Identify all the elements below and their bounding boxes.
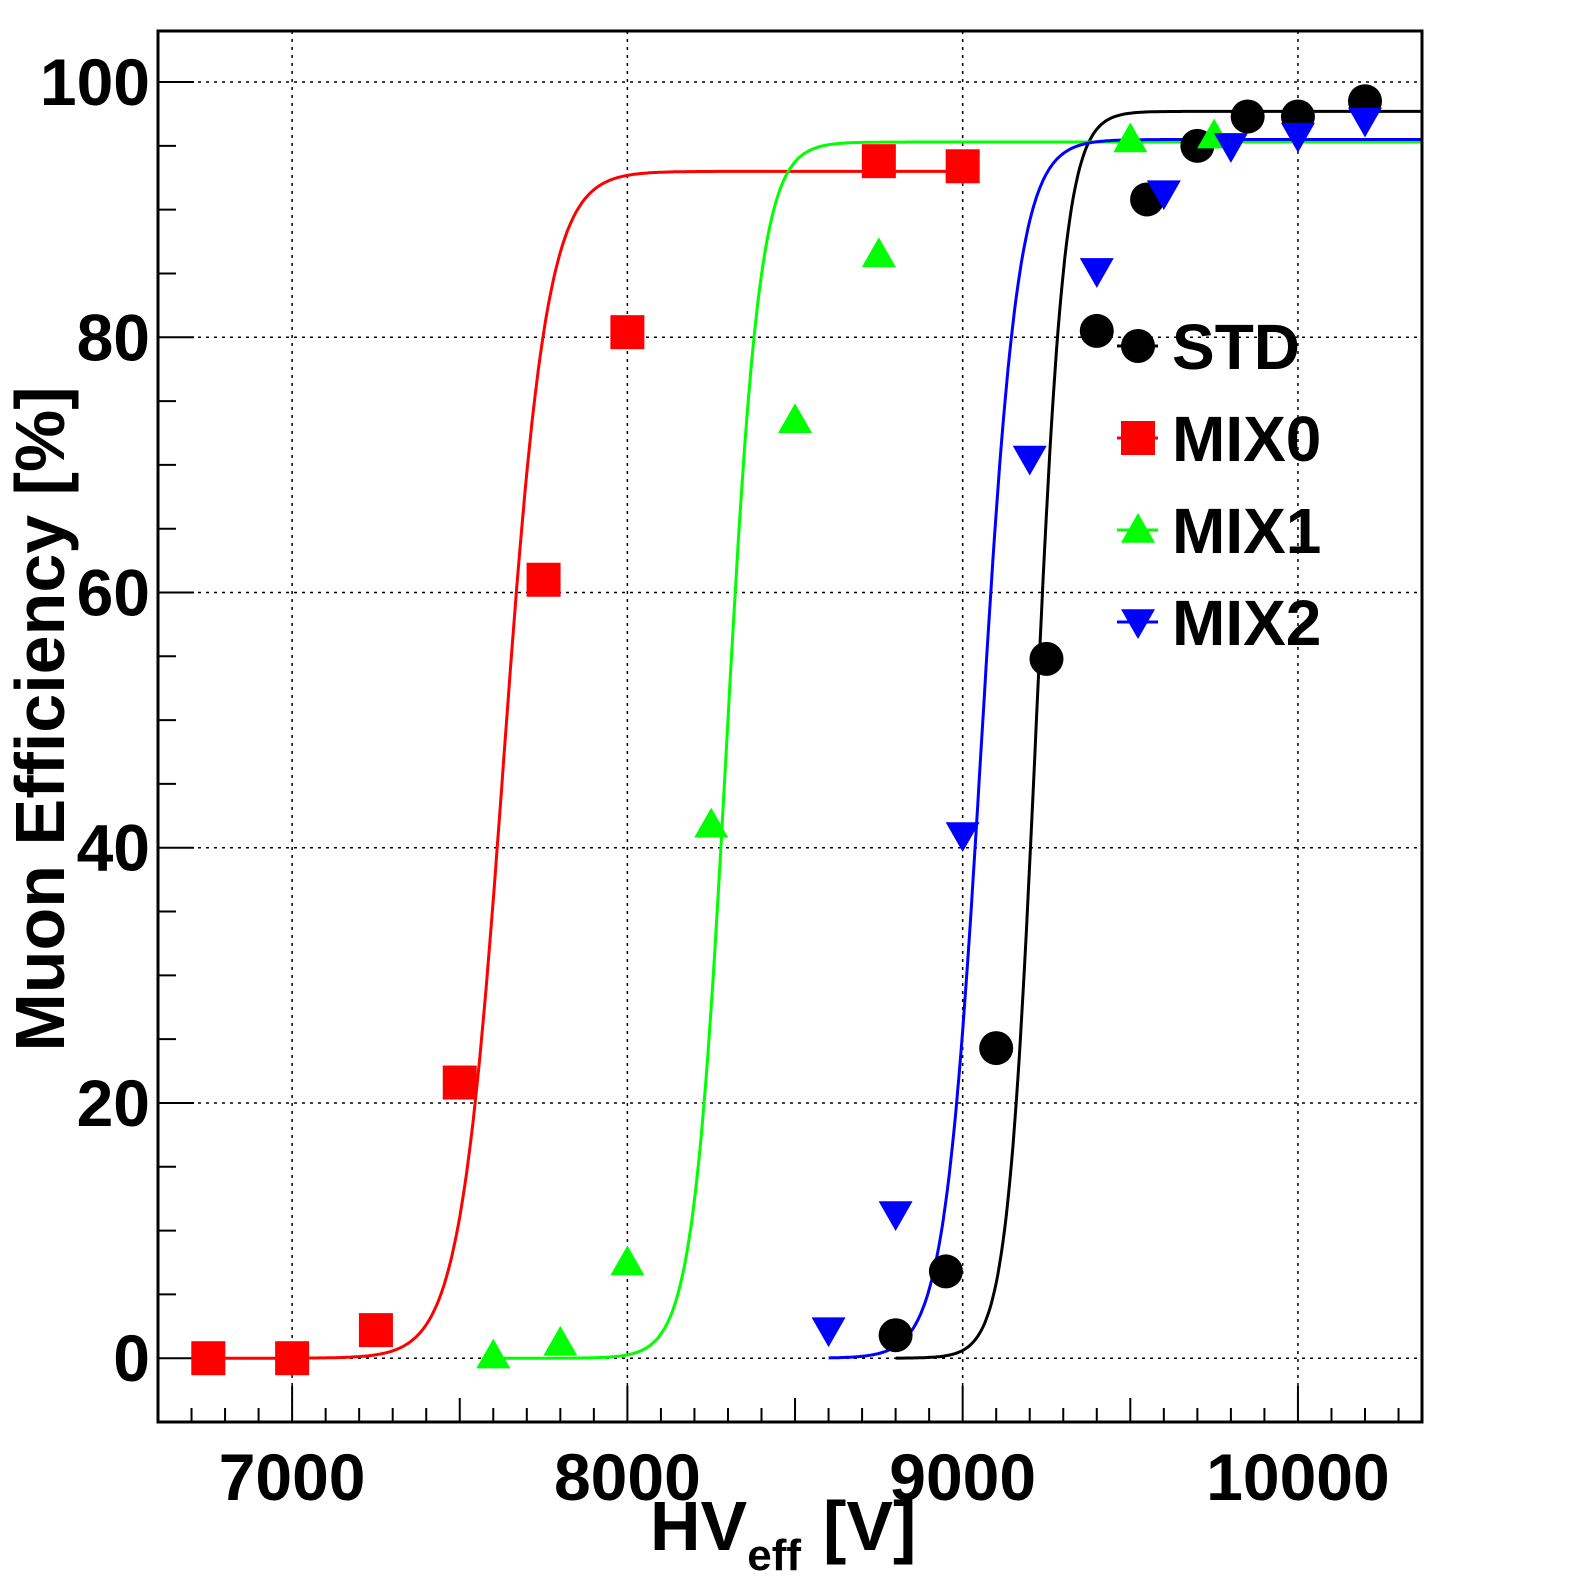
- data-point-std: [928, 1254, 963, 1289]
- data-point-mix1: [1113, 122, 1148, 153]
- data-point-mix2: [1012, 445, 1047, 476]
- data-point-mix0: [945, 149, 980, 184]
- legend-marker-mix0: [1121, 421, 1155, 455]
- data-point-mix0: [442, 1065, 477, 1100]
- y-tick-label: 100: [40, 45, 150, 119]
- data-point-mix1: [543, 1325, 578, 1356]
- data-point-mix2: [945, 822, 980, 852]
- legend-marker-mix2: [1121, 609, 1155, 639]
- data-point-std: [1079, 313, 1114, 348]
- legend-label-mix1: MIX1: [1172, 495, 1321, 567]
- data-point-mix2: [1146, 180, 1181, 211]
- data-point-std: [1230, 99, 1265, 134]
- legend-marker-mix1: [1121, 513, 1155, 543]
- y-tick-label: 0: [113, 1321, 150, 1395]
- legend-label-mix0: MIX0: [1172, 403, 1321, 475]
- x-axis-title-unit: [V]: [823, 1487, 916, 1565]
- data-point-mix1: [610, 1245, 645, 1276]
- data-markers: [191, 84, 1383, 1376]
- data-point-mix0: [610, 315, 645, 350]
- x-tick-label: 9000: [889, 1440, 1036, 1514]
- fit-curve-mix2: [828, 138, 1422, 1360]
- x-axis-title-main: HV: [650, 1487, 748, 1565]
- x-axis-title: HVeff [V]: [650, 1487, 916, 1575]
- data-point-mix2: [1213, 133, 1248, 163]
- data-point-mix0: [861, 144, 896, 179]
- data-point-mix2: [878, 1201, 913, 1231]
- tick-labels: 7000 8000 9000 10000 0 20 40 60 80 100: [40, 45, 1390, 1514]
- x-axis-title-subscript: eff: [747, 1531, 801, 1575]
- data-point-std: [878, 1318, 913, 1353]
- y-tick-label: 60: [77, 556, 150, 630]
- legend-label-mix2: MIX2: [1172, 587, 1321, 659]
- data-point-mix1: [778, 403, 813, 433]
- grid-layer: [158, 31, 1422, 1422]
- data-point-mix2: [1079, 258, 1114, 288]
- data-point-mix2: [1280, 122, 1315, 153]
- x-tick-label: 10000: [1206, 1440, 1390, 1514]
- y-axis-title: Muon Efficiency [%]: [1, 386, 79, 1051]
- minor-ticks: [158, 81, 1400, 1423]
- fit-curve-mix0: [208, 169, 963, 1360]
- plot-frame: [156, 29, 1424, 1424]
- data-point-mix2: [811, 1317, 846, 1348]
- data-point-std: [979, 1031, 1014, 1066]
- data-point-mix0: [275, 1341, 310, 1376]
- x-tick-label: 7000: [219, 1440, 366, 1514]
- fit-curves: [208, 109, 1422, 1360]
- data-point-mix2: [1348, 107, 1383, 138]
- y-tick-label: 20: [77, 1066, 150, 1140]
- data-point-mix1: [861, 237, 896, 268]
- data-point-mix0: [191, 1341, 226, 1376]
- legend: STD MIX0 MIX1 MIX2: [1117, 311, 1321, 659]
- data-point-std: [1029, 641, 1064, 676]
- y-tick-label: 40: [77, 811, 150, 885]
- fit-curve-std: [895, 109, 1422, 1360]
- x-tick-label: 8000: [554, 1440, 701, 1514]
- fit-curve-mix1: [493, 140, 1422, 1360]
- data-point-mix0: [526, 562, 561, 597]
- data-point-mix1: [476, 1338, 511, 1369]
- legend-label-std: STD: [1172, 311, 1300, 383]
- y-tick-label: 80: [77, 300, 150, 374]
- data-point-mix1: [694, 807, 729, 838]
- data-point-mix0: [358, 1313, 393, 1348]
- legend-marker-std: [1121, 329, 1155, 363]
